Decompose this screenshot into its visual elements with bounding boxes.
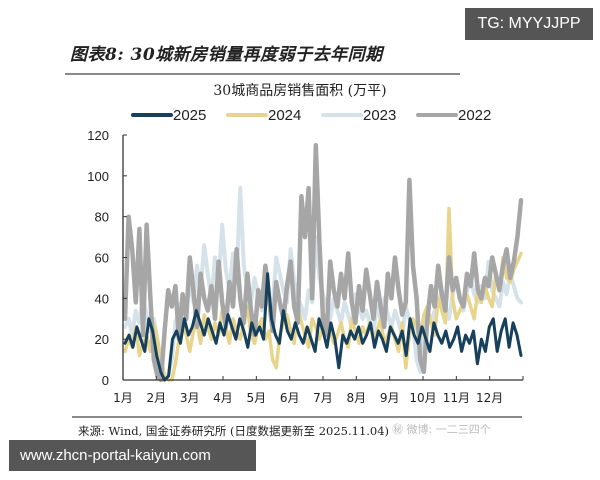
chart-title: 30城商品房销售面积 (万平) (213, 83, 386, 99)
weibo-watermark: ㊙ 微博: 一二三四个 (392, 423, 491, 436)
legend-label: 2025 (173, 107, 206, 124)
chart-legend: 2025 2024 2023 2022 (131, 107, 491, 124)
legend-label: 2024 (268, 107, 301, 124)
legend-item-2022: 2022 (416, 107, 491, 124)
x-tick-label: 7月 (313, 391, 333, 405)
x-tick-label: 12月 (476, 391, 503, 405)
x-tick-label: 5月 (247, 391, 267, 405)
y-tick-label: 80 (95, 210, 109, 225)
figure-title: 图表8: 30城新房销量再度弱于去年同期 (70, 45, 383, 65)
x-tick-label: 8月 (347, 391, 367, 405)
x-tick-label: 11月 (443, 391, 470, 405)
x-tick-label: 4月 (213, 391, 233, 405)
series-layer (122, 142, 524, 383)
x-tick-label: 1月 (113, 391, 133, 405)
y-tick-label: 40 (95, 291, 109, 306)
legend-label: 2022 (458, 107, 491, 124)
legend-item-2023: 2023 (321, 107, 396, 124)
y-tick-label: 100 (87, 169, 109, 184)
x-tick-label: 2月 (147, 391, 167, 405)
y-tick-label: 60 (95, 251, 109, 266)
chart-axes: 0 20 40 60 80 100 120 1月 2月 3月 4月 5月 6月 7月 8月 9月 10月 11月 1… (87, 128, 524, 405)
tg-watermark-badge: TG: MYYJJPP (465, 8, 593, 40)
source-note: 来源: Wind, 国金证券研究所 (日度数据更新至 2025.11.04) (78, 424, 390, 438)
x-tick-label: 10月 (409, 391, 436, 405)
legend-item-2024: 2024 (226, 107, 301, 124)
x-tick-label: 6月 (280, 391, 300, 405)
series-line-2025 (123, 272, 523, 382)
legend-item-2025: 2025 (131, 107, 206, 124)
x-tick-label: 9月 (380, 391, 400, 405)
y-tick-label: 120 (87, 128, 109, 143)
y-tick-label: 0 (102, 373, 109, 388)
series-line-2022 (122, 142, 524, 383)
legend-label: 2023 (363, 107, 396, 124)
url-watermark-badge: www.zhcn-portal-kaiyun.com (9, 440, 256, 471)
source-divider (72, 416, 522, 418)
title-divider (65, 73, 460, 75)
x-tick-label: 3月 (180, 391, 200, 405)
y-tick-label: 20 (95, 332, 109, 347)
